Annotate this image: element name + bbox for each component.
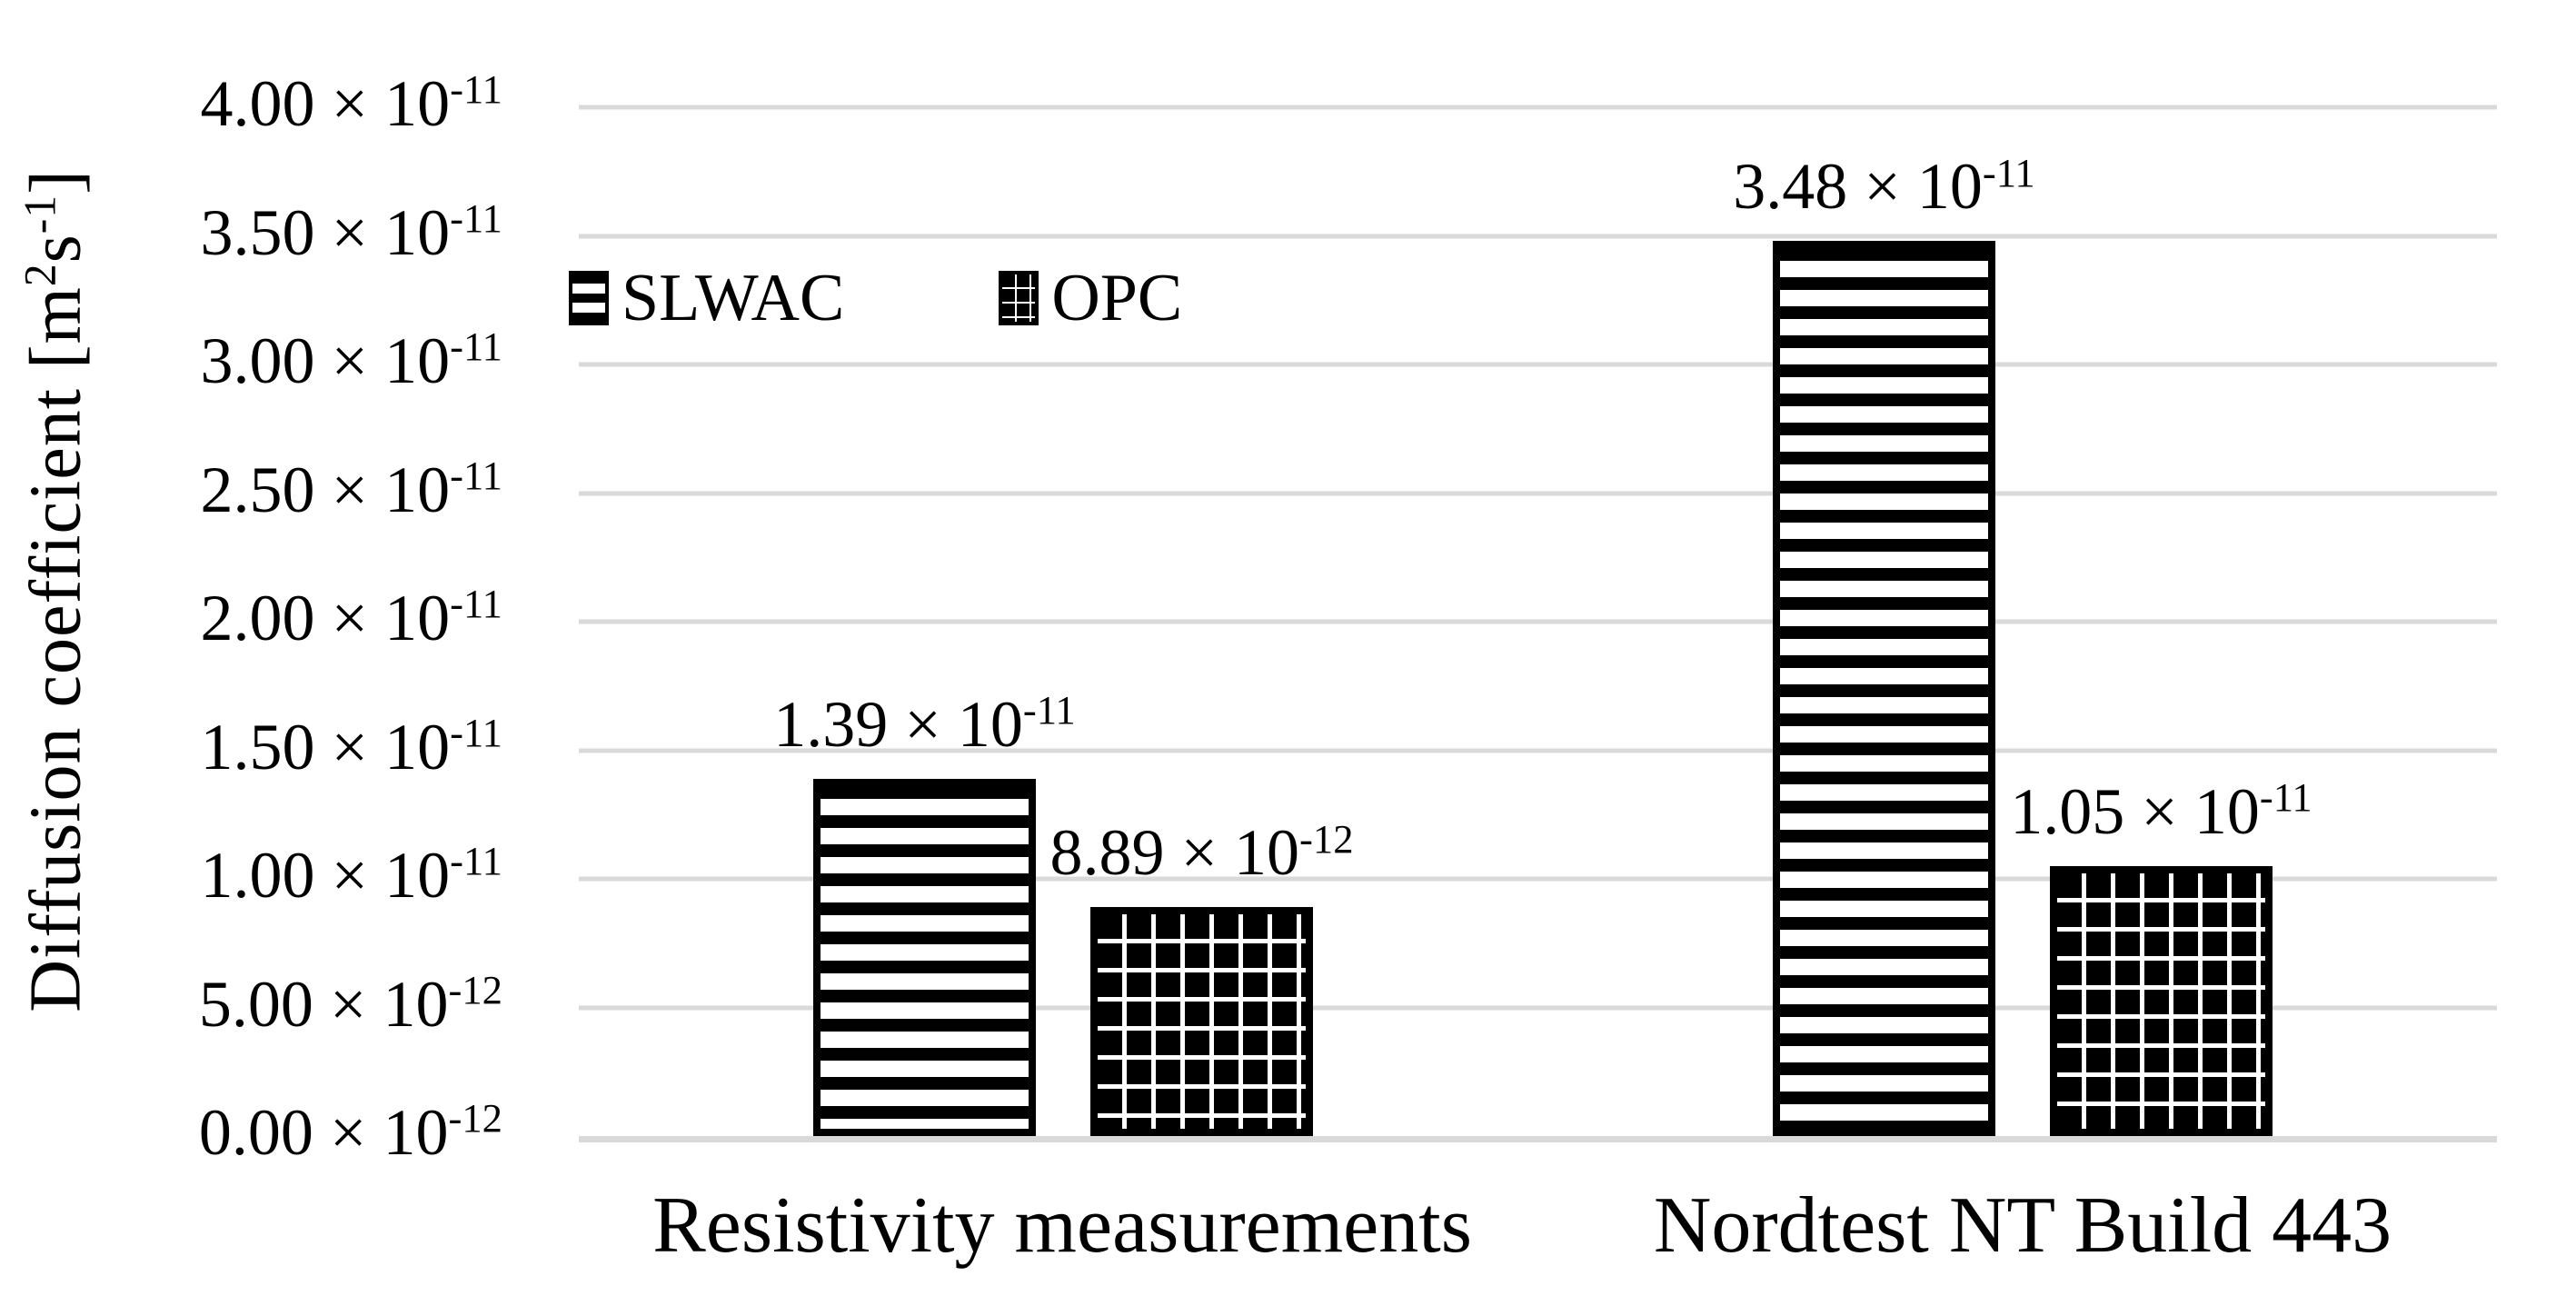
bar-slot-opc-nordtest: 1.05 × 10-11 [2010, 107, 2312, 1136]
bar-slot-slwac-nordtest: 3.48 × 10-11 [1733, 107, 2035, 1136]
tick-mantissa: 2.00 × 10 [200, 582, 451, 655]
y-axis-title-sup-2: 2 [15, 263, 65, 287]
plot-area: 1.39 × 10-11 8.89 × 10-12 3.48 × 10-11 1… [579, 105, 2497, 1142]
y-axis-title-sup-minus1: -1 [15, 194, 65, 234]
bar-slwac-resistivity [813, 778, 1036, 1136]
legend-swatch-opc-icon [999, 271, 1039, 325]
tick-exponent: -11 [450, 66, 502, 113]
x-axis-baseline [579, 1136, 2497, 1142]
y-tick-label-5.00e-12: 5.00 × 10-12 [199, 967, 502, 1042]
bar-slot-slwac-resistivity: 1.39 × 10-11 [773, 107, 1076, 1136]
y-tick-label-1.00e-11: 1.00 × 10-11 [201, 838, 502, 913]
bar-slot-opc-resistivity: 8.89 × 10-12 [1049, 107, 1354, 1136]
gridline [579, 105, 2497, 110]
data-label-slwac-nordtest: 3.48 × 10-11 [1733, 149, 2034, 224]
x-category-label-nordtest: Nordtest NT Build 443 [1653, 1181, 2392, 1270]
gridline [579, 619, 2497, 624]
data-label-exponent: -12 [1299, 815, 1354, 862]
tick-exponent: -11 [450, 710, 502, 756]
y-axis-title-bracket: ] [15, 169, 96, 194]
legend-label-opc: OPC [1051, 260, 1183, 335]
y-tick-label-2.00e-11: 2.00 × 10-11 [201, 581, 502, 656]
tick-exponent: -11 [450, 453, 502, 499]
gridline [579, 876, 2497, 882]
tick-mantissa: 3.50 × 10 [200, 195, 451, 269]
legend-item-slwac: SLWAC [569, 260, 844, 337]
gridline [579, 362, 2497, 367]
tick-mantissa: 3.00 × 10 [200, 324, 451, 398]
tick-mantissa: 1.50 × 10 [200, 710, 451, 783]
legend-label-slwac: SLWAC [622, 260, 845, 335]
tick-mantissa: 1.00 × 10 [200, 839, 451, 912]
gridline [579, 748, 2497, 753]
gridline [579, 1005, 2497, 1010]
gridline [579, 234, 2497, 238]
data-label-opc-resistivity: 8.89 × 10-12 [1049, 815, 1353, 891]
tick-exponent: -11 [450, 324, 502, 370]
tick-mantissa: 0.00 × 10 [198, 1096, 449, 1170]
bar-slwac-nordtest [1773, 241, 1995, 1136]
bar-opc-resistivity [1090, 907, 1313, 1136]
tick-mantissa: 5.00 × 10 [198, 967, 449, 1041]
data-label-mantissa: 1.05 × 10 [2010, 774, 2260, 848]
bar-opc-nordtest [2050, 865, 2273, 1136]
y-tick-label-1.50e-11: 1.50 × 10-11 [201, 710, 502, 785]
legend-item-opc: OPC [999, 260, 1182, 337]
data-label-mantissa: 1.39 × 10 [773, 687, 1023, 761]
tick-mantissa: 2.50 × 10 [200, 453, 451, 526]
data-label-slwac-resistivity: 1.39 × 10-11 [773, 687, 1075, 763]
y-tick-label-4.00e-11: 4.00 × 10-11 [201, 66, 502, 142]
legend-swatch-slwac-icon [569, 271, 609, 325]
tick-mantissa: 4.00 × 10 [200, 67, 451, 141]
y-axis-title-text-s: s [15, 234, 96, 264]
y-tick-label-3.50e-11: 3.50 × 10-11 [201, 195, 502, 271]
y-axis-title: Diffusion coefficient [m2s-1] [15, 169, 98, 1012]
tick-exponent: -11 [450, 838, 502, 884]
tick-exponent: -11 [450, 195, 502, 242]
y-tick-label-0.00e-12: 0.00 × 10-12 [199, 1095, 502, 1171]
data-label-mantissa: 8.89 × 10 [1049, 816, 1300, 890]
data-label-exponent: -11 [1982, 149, 2035, 195]
x-category-label-resistivity: Resistivity measurements [652, 1181, 1472, 1270]
gridline [579, 491, 2497, 495]
data-label-exponent: -11 [1022, 687, 1076, 733]
tick-exponent: -11 [450, 581, 502, 627]
tick-exponent: -12 [448, 967, 503, 1013]
y-tick-label-2.50e-11: 2.50 × 10-11 [201, 453, 502, 528]
data-label-exponent: -11 [2259, 774, 2312, 821]
legend: SLWAC OPC [569, 244, 1182, 353]
data-label-mantissa: 3.48 × 10 [1733, 150, 1983, 224]
y-tick-label-3.00e-11: 3.00 × 10-11 [201, 324, 502, 399]
data-label-opc-nordtest: 1.05 × 10-11 [2010, 774, 2312, 850]
tick-exponent: -12 [448, 1095, 503, 1142]
y-axis-title-text: Diffusion coefficient [m [15, 286, 96, 1012]
